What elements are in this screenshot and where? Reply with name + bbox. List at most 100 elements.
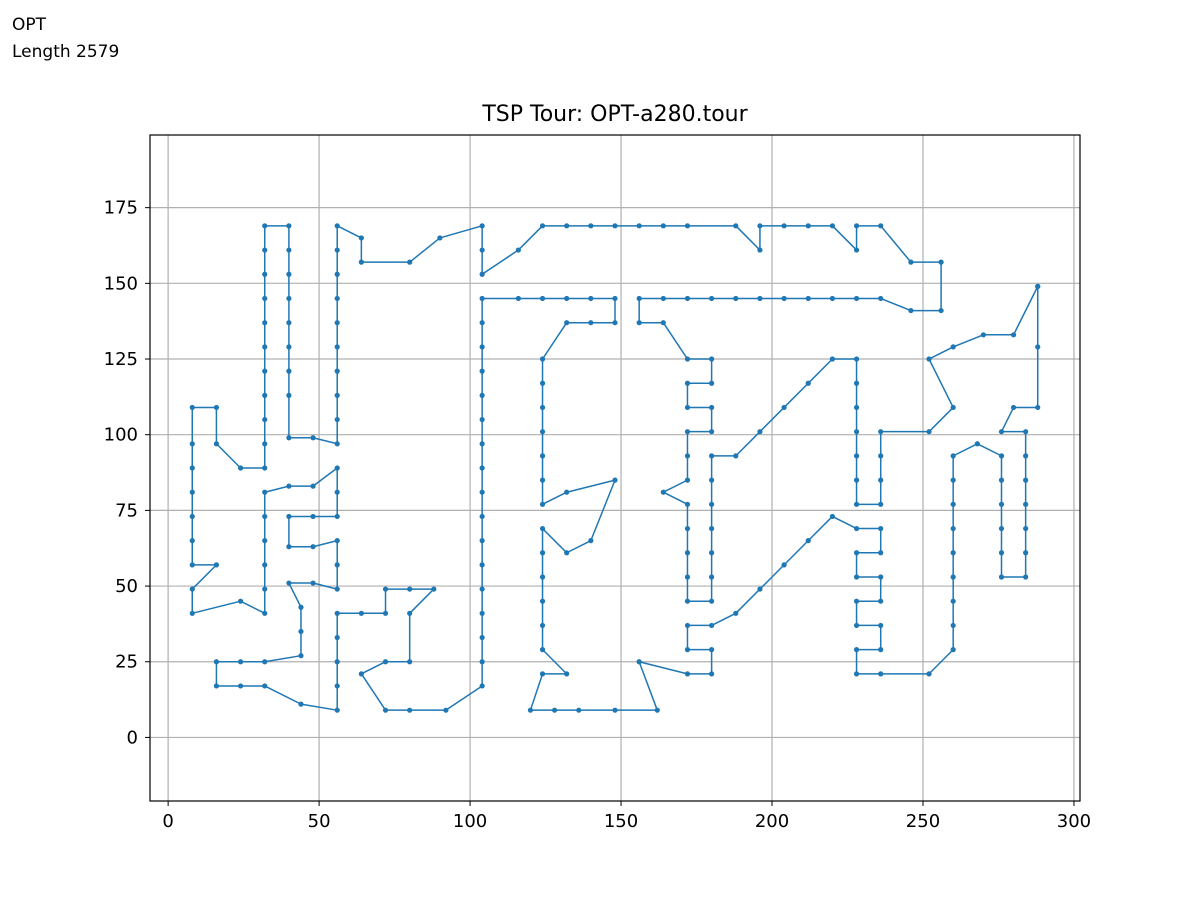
- city-point: [437, 235, 443, 241]
- city-point: [709, 380, 715, 386]
- city-point: [998, 429, 1005, 435]
- city-point: [189, 610, 195, 616]
- city-point: [298, 701, 304, 707]
- city-point: [237, 465, 244, 471]
- chart-title: TSP Tour: OPT-a280.tour: [481, 102, 748, 127]
- city-point: [612, 477, 618, 483]
- city-point: [853, 477, 860, 483]
- city-point: [829, 223, 836, 229]
- city-point: [853, 380, 860, 386]
- city-point: [262, 416, 268, 423]
- city-point: [407, 707, 413, 713]
- city-point: [733, 223, 739, 229]
- city-point: [998, 453, 1005, 459]
- city-point: [853, 295, 860, 302]
- city-point: [950, 598, 956, 604]
- city-point: [189, 489, 195, 495]
- city-point: [479, 562, 485, 568]
- city-point: [262, 586, 268, 592]
- x-tick-label: 50: [308, 811, 331, 832]
- city-point: [479, 416, 485, 423]
- city-point: [334, 586, 340, 592]
- city-point: [358, 235, 364, 241]
- city-point: [938, 307, 944, 314]
- city-point: [539, 223, 546, 229]
- city-point: [479, 489, 485, 495]
- city-point: [479, 513, 485, 520]
- city-point: [757, 295, 763, 302]
- city-point: [539, 671, 546, 677]
- city-point: [334, 223, 340, 229]
- city-point: [709, 429, 715, 435]
- city-point: [781, 223, 787, 229]
- city-point: [310, 580, 316, 586]
- city-point: [213, 562, 220, 568]
- city-point: [998, 550, 1005, 556]
- city-point: [612, 223, 618, 229]
- y-tick-label: 50: [115, 576, 138, 597]
- city-point: [262, 392, 268, 398]
- city-point: [878, 429, 884, 435]
- city-point: [479, 223, 485, 229]
- city-point: [262, 683, 268, 689]
- city-point: [878, 622, 884, 629]
- city-point: [213, 683, 220, 689]
- city-point: [878, 501, 884, 507]
- city-point: [853, 525, 860, 532]
- city-point: [539, 622, 546, 629]
- city-point: [262, 368, 268, 374]
- city-point: [709, 295, 715, 302]
- y-tick-label: 25: [115, 652, 138, 673]
- city-point: [950, 453, 956, 459]
- city-point: [286, 271, 292, 277]
- tour-series: [189, 223, 1041, 713]
- city-point: [684, 550, 691, 556]
- city-point: [950, 404, 956, 411]
- city-point: [564, 550, 570, 556]
- city-point: [636, 659, 642, 665]
- city-point: [1035, 283, 1041, 289]
- city-point: [237, 659, 244, 665]
- city-point: [298, 604, 304, 610]
- city-point: [684, 295, 691, 302]
- city-point: [709, 671, 715, 677]
- city-point: [684, 671, 691, 677]
- city-point: [358, 259, 364, 265]
- city-point: [829, 295, 836, 302]
- city-point: [479, 441, 485, 447]
- city-point: [213, 404, 220, 411]
- city-point: [974, 441, 980, 447]
- city-point: [709, 404, 715, 411]
- city-point: [1023, 550, 1029, 556]
- city-point: [539, 380, 546, 386]
- city-point: [310, 483, 316, 489]
- city-point: [262, 320, 268, 326]
- city-point: [709, 525, 715, 532]
- city-point: [636, 223, 642, 229]
- city-point: [382, 586, 389, 592]
- city-point: [878, 550, 884, 556]
- city-point: [757, 247, 763, 253]
- city-point: [334, 295, 340, 302]
- city-point: [684, 622, 691, 629]
- city-point: [998, 477, 1005, 483]
- city-point: [334, 683, 340, 689]
- city-point: [262, 513, 268, 520]
- city-point: [998, 574, 1005, 580]
- city-point: [684, 356, 691, 362]
- city-point: [334, 489, 340, 495]
- city-point: [539, 574, 546, 580]
- city-point: [829, 513, 836, 520]
- city-point: [950, 622, 956, 629]
- city-point: [757, 223, 763, 229]
- city-point: [950, 344, 956, 350]
- city-point: [709, 356, 715, 362]
- city-point: [539, 356, 546, 362]
- city-point: [950, 477, 956, 483]
- city-point: [684, 525, 691, 532]
- city-point: [286, 295, 292, 302]
- city-point: [684, 380, 691, 386]
- city-point: [781, 295, 787, 302]
- city-point: [334, 441, 340, 447]
- city-point: [479, 320, 485, 326]
